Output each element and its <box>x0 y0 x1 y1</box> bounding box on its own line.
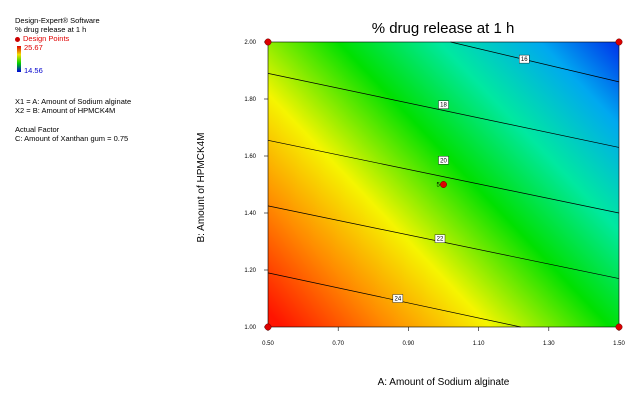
y-tick-label: 1.60 <box>244 154 256 160</box>
color-scale-max: 25.67 <box>24 43 43 52</box>
y-tick-label: 1.00 <box>244 325 256 331</box>
x-tick-label: 0.90 <box>403 341 415 347</box>
x-tick-label: 1.10 <box>473 341 485 347</box>
design-point <box>264 38 272 46</box>
contour-label-box <box>434 234 446 243</box>
contour-label-box <box>519 54 530 64</box>
factor-x1: X1 = A: Amount of Sodium alginate <box>15 97 132 106</box>
contour-lines: 16 18 20 22 24 <box>267 41 620 328</box>
design-point <box>440 181 447 188</box>
design-points: 5 <box>264 38 623 331</box>
design-point <box>615 323 623 331</box>
design-point-marker-icon <box>15 36 20 42</box>
contour-label-24: 24 <box>395 297 402 303</box>
y-tick-label: 2.00 <box>244 40 256 46</box>
color-scale-min: 14.56 <box>24 66 43 75</box>
design-point <box>615 38 623 46</box>
x-axis-label: A: Amount of Sodium alginate <box>378 377 510 388</box>
response-name: % drug release at 1 h <box>15 25 87 34</box>
x-tick-label: 1.50 <box>613 341 625 347</box>
chart-title: % drug release at 1 h <box>372 20 515 37</box>
contour-label-box <box>438 100 449 109</box>
y-tick-label: 1.40 <box>244 211 256 217</box>
design-point <box>264 323 272 331</box>
contour-label-22: 22 <box>437 237 444 243</box>
color-scale: 25.67 14.56 <box>15 43 131 75</box>
contour-line-18 <box>267 73 620 148</box>
design-points-label: Design Points <box>23 34 70 43</box>
contour-label-18: 18 <box>440 103 447 109</box>
design-point-label: 5 <box>437 183 441 189</box>
y-tick-label: 1.20 <box>244 268 256 274</box>
contour-label-box <box>438 156 449 165</box>
factor-x2: X2 = B: Amount of HPMCK4M <box>15 106 116 115</box>
color-scale-bar <box>17 46 21 72</box>
actual-factor-heading: Actual Factor <box>15 125 60 134</box>
y-axis-ticks: 1.00 1.20 1.40 1.60 1.80 2.00 <box>244 40 268 331</box>
x-axis-ticks: 0.50 0.70 0.90 1.10 1.30 1.50 <box>262 327 625 347</box>
contour-label-20: 20 <box>440 158 447 164</box>
x-tick-label: 0.50 <box>262 341 274 347</box>
contour-label-box <box>392 294 404 303</box>
x-tick-label: 1.30 <box>543 341 555 347</box>
x-tick-label: 0.70 <box>332 341 344 347</box>
contour-line-20 <box>267 139 620 214</box>
y-tick-label: 1.80 <box>244 97 256 103</box>
contour-label-16: 16 <box>521 57 528 63</box>
contour-line-16 <box>450 41 620 83</box>
software-name: Design-Expert® Software <box>15 16 100 25</box>
y-axis-label: B: Amount of HPMCK4M <box>196 132 207 242</box>
legend-panel: Design-Expert® Software % drug release a… <box>15 16 131 143</box>
actual-factor: C: Amount of Xanthan gum = 0.75 <box>15 134 129 143</box>
design-points-legend: Design Points <box>15 34 131 43</box>
